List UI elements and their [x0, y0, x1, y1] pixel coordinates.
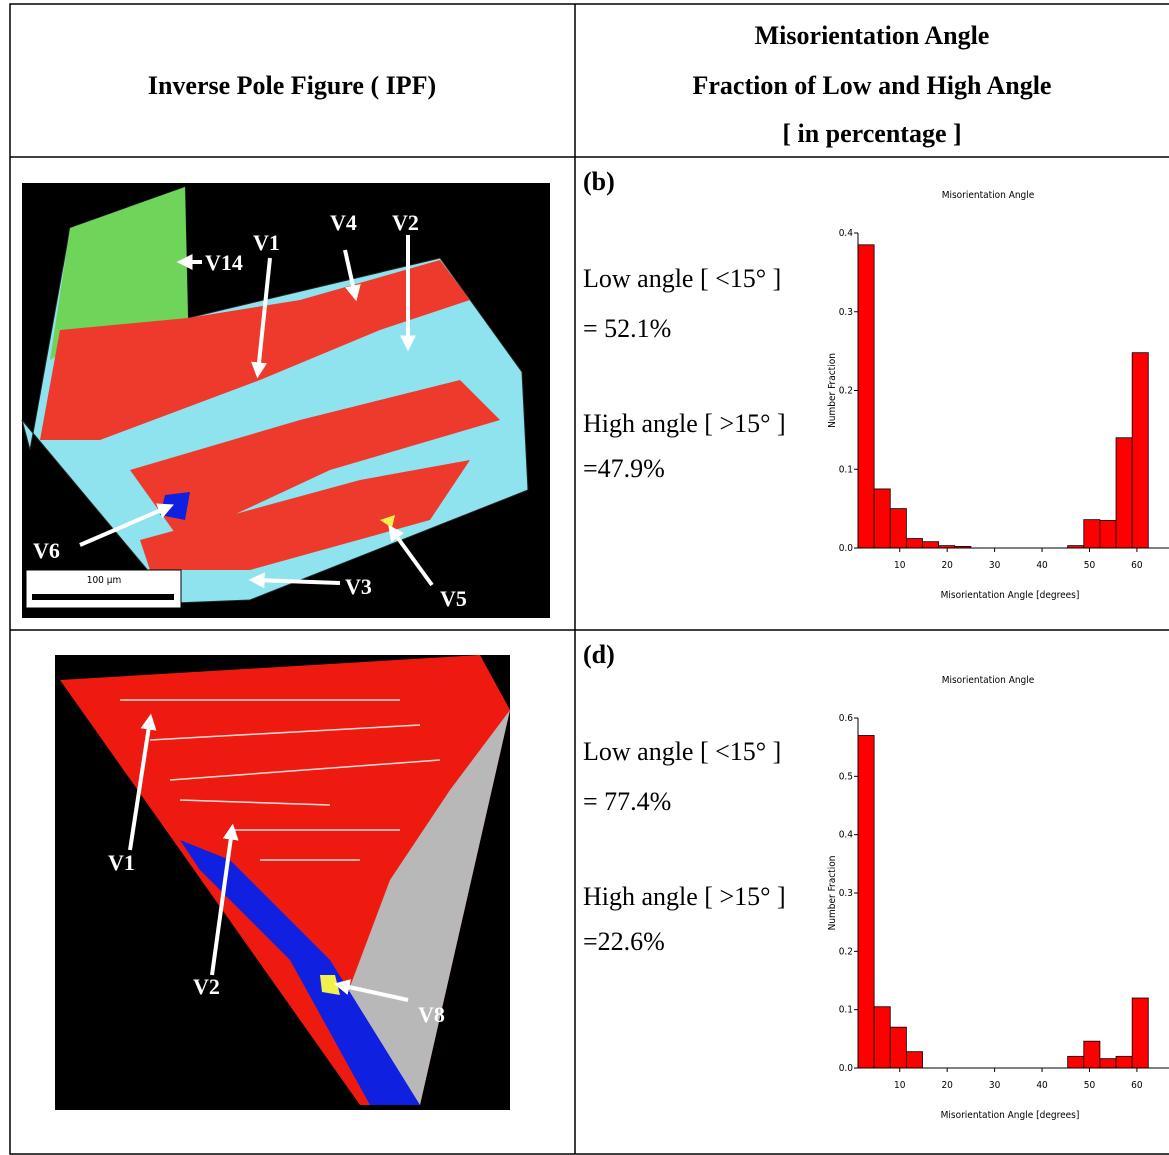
bar	[858, 736, 874, 1069]
ipf-label: V2	[392, 210, 419, 235]
bar	[906, 539, 922, 548]
ipf-label: V1	[253, 230, 280, 255]
bar	[874, 1007, 890, 1068]
header-right: Misorientation Angle	[755, 21, 990, 50]
bar	[1116, 438, 1132, 548]
ipf-label: V14	[205, 250, 243, 275]
bar	[923, 542, 939, 548]
y-tick-label: 0.6	[839, 713, 854, 724]
x-tick-label: 10	[894, 560, 906, 571]
y-axis-label: Number Fraction	[827, 353, 838, 428]
scale-bar-label: 100 µm	[87, 575, 122, 586]
high-angle-label: High angle [ >15° ]	[583, 882, 786, 911]
bar	[874, 489, 890, 548]
panel-label: (d)	[583, 640, 615, 669]
bar	[906, 1052, 922, 1068]
bar	[890, 509, 906, 548]
low-angle-label: Low angle [ <15° ]	[583, 264, 781, 293]
y-tick-label: 0.4	[839, 228, 854, 239]
header-right: Fraction of Low and High Angle	[693, 71, 1052, 100]
x-tick-label: 10	[894, 1080, 906, 1091]
x-tick-label: 40	[1036, 560, 1048, 571]
bar	[1084, 520, 1100, 548]
y-axis-label: Number Fraction	[827, 856, 838, 931]
ipf-image: V1 V2 V8	[55, 655, 510, 1110]
ipf-label: V5	[440, 586, 467, 611]
ipf-label: V2	[193, 974, 220, 999]
panel-label: (b)	[583, 167, 615, 196]
header-left: Inverse Pole Figure ( IPF)	[148, 71, 436, 100]
bar	[1100, 1059, 1116, 1068]
x-tick-label: 20	[941, 1080, 953, 1091]
high-angle-value: =22.6%	[583, 927, 665, 956]
bar	[1100, 520, 1116, 548]
y-tick-label: 0.3	[839, 888, 853, 899]
ipf-label: V8	[418, 1002, 445, 1027]
x-tick-label: 20	[941, 560, 953, 571]
bar	[858, 245, 874, 548]
y-tick-label: 0.2	[839, 386, 853, 397]
high-angle-label: High angle [ >15° ]	[583, 409, 786, 438]
header-right: [ in percentage ]	[782, 119, 961, 148]
bar	[890, 1027, 906, 1068]
x-tick-label: 30	[989, 560, 1001, 571]
bar	[1132, 998, 1148, 1068]
x-tick-label: 30	[989, 1080, 1001, 1091]
low-angle-value: = 52.1%	[583, 314, 671, 343]
histogram: Misorientation Angle Misorientation Angle…	[827, 190, 1169, 601]
ipf-label: V1	[108, 850, 135, 875]
x-tick-label: 60	[1131, 1080, 1143, 1091]
bar	[1116, 1056, 1132, 1068]
y-tick-label: 0.5	[839, 771, 853, 782]
ipf-label: V4	[330, 210, 357, 235]
x-tick-label: 50	[1084, 560, 1096, 571]
y-tick-label: 0.1	[839, 464, 853, 475]
y-tick-label: 0.0	[839, 1063, 854, 1074]
histogram: Misorientation Angle Misorientation Angle…	[827, 675, 1169, 1121]
y-tick-label: 0.4	[839, 830, 854, 841]
bar	[1084, 1041, 1100, 1068]
x-axis-label: Misorientation Angle [degrees]	[941, 1110, 1080, 1121]
low-angle-value: = 77.4%	[583, 787, 671, 816]
y-tick-label: 0.1	[839, 1005, 853, 1016]
x-tick-label: 60	[1131, 560, 1143, 571]
low-angle-label: Low angle [ <15° ]	[583, 737, 781, 766]
ipf-label: V6	[33, 538, 60, 563]
chart-title: Misorientation Angle	[942, 190, 1035, 201]
ipf-image: 100 µm V14 V1 V4 V2 V6 V3 V5	[22, 183, 550, 618]
x-tick-label: 50	[1084, 1080, 1096, 1091]
bar	[1132, 353, 1148, 548]
high-angle-value: =47.9%	[583, 454, 665, 483]
chart-title: Misorientation Angle	[942, 675, 1035, 686]
x-axis-label: Misorientation Angle [degrees]	[941, 590, 1080, 601]
ipf-label: V3	[345, 574, 372, 599]
y-tick-label: 0.0	[839, 543, 854, 554]
x-tick-label: 40	[1036, 1080, 1048, 1091]
y-tick-label: 0.2	[839, 946, 853, 957]
bar	[1068, 1056, 1084, 1068]
page: Inverse Pole Figure ( IPF) Misorientatio…	[0, 0, 1169, 1155]
y-tick-label: 0.3	[839, 307, 853, 318]
